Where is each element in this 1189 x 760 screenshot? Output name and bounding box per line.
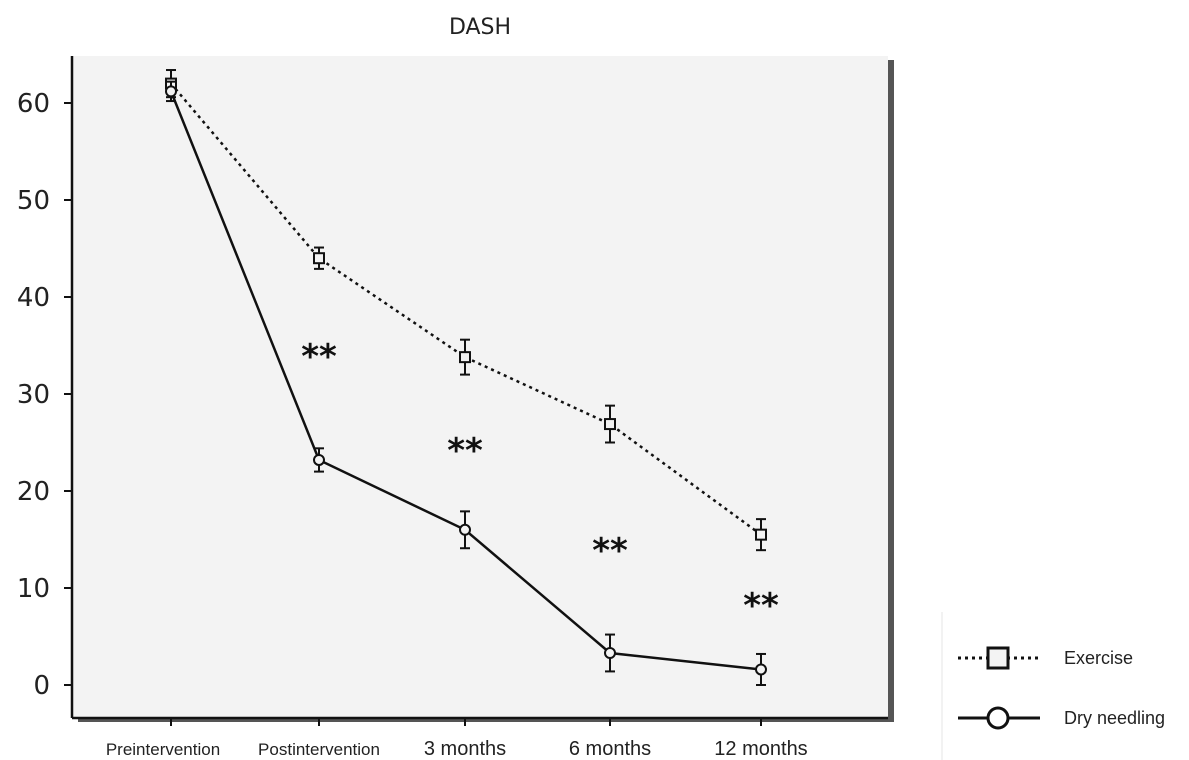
legend-exercise-square-icon: [986, 646, 1010, 670]
y-tick-label: 10: [17, 574, 50, 604]
x-tick-label: Postintervention: [258, 740, 380, 759]
significance-marker: **: [743, 586, 779, 626]
legend: Exercise Dry needling: [941, 612, 1165, 760]
series-layer: [165, 69, 767, 686]
legend-exercise-label: Exercise: [1064, 648, 1133, 668]
data-point-dry-needling: [755, 663, 767, 676]
data-point-exercise: [755, 528, 767, 541]
significance-marker: **: [592, 531, 628, 571]
data-point-exercise: [604, 418, 616, 431]
y-tick-label: 30: [17, 380, 50, 410]
y-tick-label: 60: [17, 89, 50, 119]
data-point-dry-needling: [165, 85, 177, 98]
x-tick-label: 6 months: [569, 738, 651, 760]
data-point-dry-needling: [313, 453, 325, 466]
y-tick-label: 0: [33, 671, 50, 701]
plot-area: [72, 56, 888, 718]
y-tick-label: 40: [17, 283, 50, 313]
y-tick-label: 20: [17, 477, 50, 507]
legend-dry-needling-label: Dry needling: [1064, 708, 1165, 728]
significance-marker: **: [301, 337, 337, 377]
chart-title: DASH: [449, 15, 511, 40]
data-point-exercise: [459, 351, 471, 364]
x-tick-label: 3 months: [424, 738, 506, 760]
x-ticks: Preintervention Postintervention 3 months 6…: [106, 718, 808, 760]
x-tick-label: Preintervention: [106, 740, 220, 759]
y-ticks: 0 10 20 30 40 50 60: [17, 89, 72, 701]
significance-marker: **: [447, 431, 483, 471]
data-point-exercise: [313, 252, 325, 265]
data-point-dry-needling: [459, 523, 471, 536]
legend-dry-needling-circle-icon: [986, 706, 1010, 730]
x-tick-label: 12 months: [714, 738, 807, 760]
y-tick-label: 50: [17, 186, 50, 216]
data-point-dry-needling: [604, 646, 616, 659]
